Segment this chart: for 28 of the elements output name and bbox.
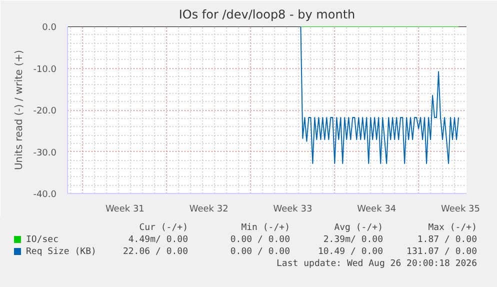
y-tick-label: 0.0 xyxy=(42,23,57,33)
y-tick-label: -40.0 xyxy=(33,190,57,200)
text: 10.49 / 0.00 xyxy=(318,247,383,257)
legend-label: IO/sec xyxy=(26,235,59,245)
x-tick-label: Week 35 xyxy=(441,204,480,214)
x-tick-label: Week 34 xyxy=(357,204,396,214)
legend-label: Req Size (KB) xyxy=(26,247,96,257)
text: 4.49m/ 0.00 xyxy=(128,235,188,245)
y-tick-label: -30.0 xyxy=(33,148,57,158)
y-tick-label: -20.0 xyxy=(33,106,57,116)
text: 0.00 / 0.00 xyxy=(230,247,290,257)
text: 22.06 / 0.00 xyxy=(122,247,188,257)
x-tick-label: Week 32 xyxy=(189,204,228,214)
text: 1.87 / 0.00 xyxy=(417,235,477,245)
text: Avg (-/+) xyxy=(334,223,383,233)
text: Cur (-/+) xyxy=(139,223,188,233)
text: 2.39m/ 0.00 xyxy=(323,235,383,245)
text: 0.00 / 0.00 xyxy=(230,235,290,245)
x-tick-label: Week 33 xyxy=(273,204,312,214)
text: Min (-/+) xyxy=(241,223,290,233)
line-series xyxy=(300,26,460,164)
chart-title: IOs for /dev/loop8 - by month xyxy=(178,8,356,22)
text: 131.07 / 0.00 xyxy=(406,247,477,257)
text: Last update: Wed Aug 26 20:00:18 2026 xyxy=(276,259,477,269)
y-axis-title: Units read (-) / write (+) xyxy=(14,50,26,170)
y-tick-label: -10.0 xyxy=(33,64,57,75)
text: Max (-/+) xyxy=(428,223,477,233)
x-tick-label: Week 31 xyxy=(105,204,144,214)
